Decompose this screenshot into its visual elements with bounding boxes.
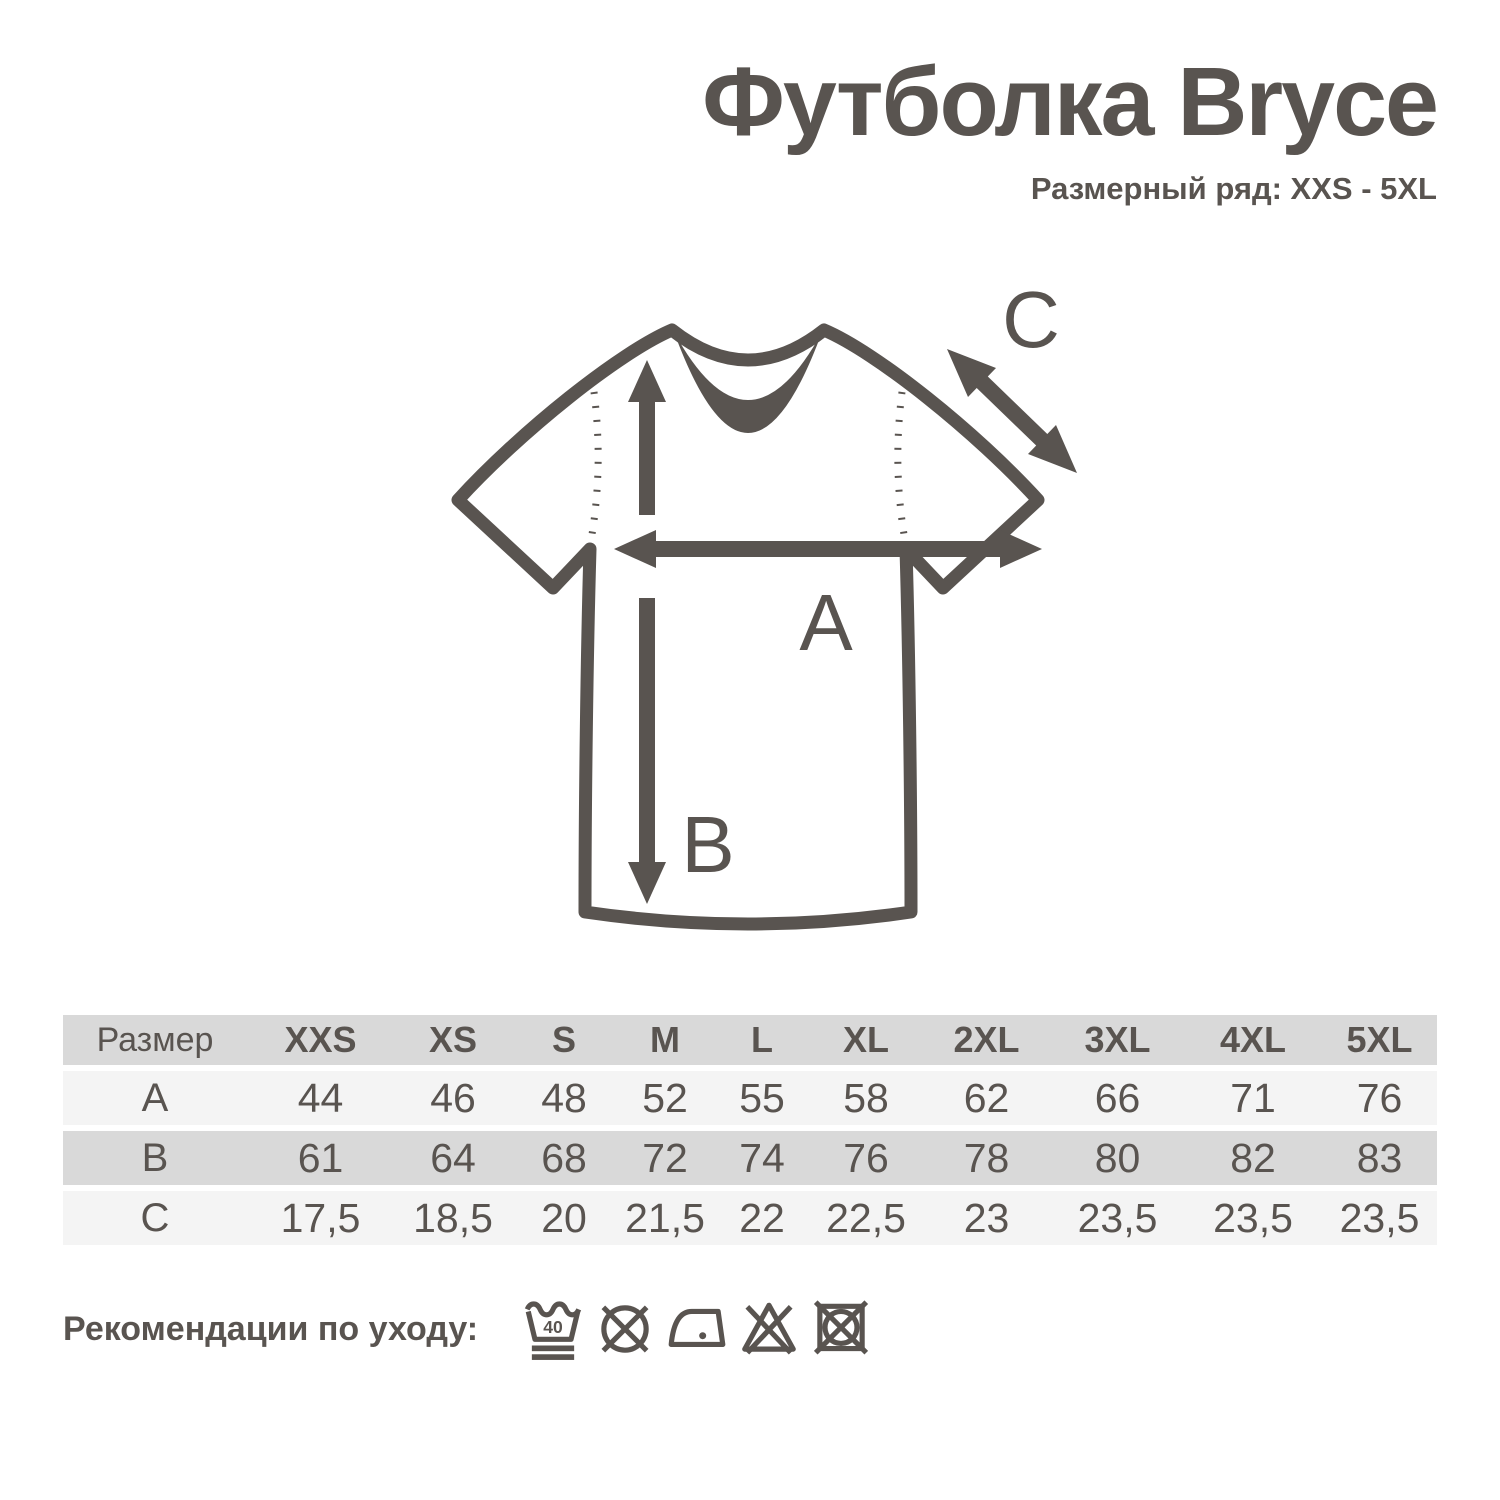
value-cell: 21,5 xyxy=(625,1194,705,1241)
size-header-5xl: 5XL xyxy=(1346,1019,1413,1060)
value-cell: 48 xyxy=(541,1074,587,1121)
size-header-xxs: XXS xyxy=(284,1019,357,1060)
size-header-2xl: 2XL xyxy=(953,1019,1020,1060)
size-header-4xl: 4XL xyxy=(1219,1019,1287,1060)
value-cell: 62 xyxy=(963,1074,1010,1121)
value-cell: 61 xyxy=(297,1134,344,1181)
measure-row-a: A 44 46 48 52 55 58 62 66 71 76 xyxy=(63,1071,1437,1125)
care-section: Рекомендации по уходу: 40 xyxy=(63,1296,870,1362)
value-cell: 23 xyxy=(963,1194,1010,1241)
size-header-l: L xyxy=(751,1019,773,1060)
do-not-dry-clean-icon xyxy=(596,1296,654,1362)
row-label-cell: B xyxy=(141,1135,169,1180)
value-cell: 22,5 xyxy=(826,1194,906,1241)
tshirt-outline xyxy=(451,323,1045,931)
size-header-xs: XS xyxy=(428,1019,478,1060)
size-header-m: M xyxy=(650,1019,680,1060)
value-cell: 80 xyxy=(1094,1134,1141,1181)
value-cell: 76 xyxy=(1356,1074,1403,1121)
size-header-3xl: 3XL xyxy=(1084,1019,1151,1060)
size-table-header-row: Размер XXS XS S M L XL 2XL 3XL 4XL 5XL xyxy=(63,1015,1437,1065)
sleeve-arrow-head-down xyxy=(1028,425,1077,473)
value-cell: 52 xyxy=(642,1074,688,1121)
width-arrow-head-right xyxy=(1000,530,1042,568)
size-range-subtitle: Размерный ряд: XXS - 5XL xyxy=(1030,170,1437,206)
collar-band xyxy=(674,332,822,433)
size-table: Размер XXS XS S M L XL 2XL 3XL 4XL 5XL A… xyxy=(63,1009,1437,1251)
value-cell: 17,5 xyxy=(280,1194,361,1241)
value-cell: 72 xyxy=(642,1134,688,1181)
measure-row-c: C 17,5 18,5 20 21,5 22 22,5 23 23,5 23,5… xyxy=(63,1191,1437,1245)
value-cell: 44 xyxy=(297,1074,344,1121)
value-cell: 58 xyxy=(843,1074,889,1121)
care-label: Рекомендации по уходу: xyxy=(63,1309,479,1348)
value-cell: 82 xyxy=(1230,1134,1276,1181)
length-arrow-head-down xyxy=(628,862,666,904)
value-cell: 66 xyxy=(1094,1074,1141,1121)
value-cell: 76 xyxy=(843,1134,889,1181)
size-header-xl: XL xyxy=(842,1019,889,1060)
value-cell: 46 xyxy=(430,1074,476,1121)
svg-text:40: 40 xyxy=(543,1317,563,1337)
value-cell: 23,5 xyxy=(1213,1194,1293,1241)
size-column-header: Размер xyxy=(96,1020,214,1059)
header: Футболка Bryce Размерный ряд: XXS - 5XL xyxy=(702,47,1439,207)
measure-row-b: B 61 64 68 72 74 76 78 80 82 83 xyxy=(63,1131,1437,1185)
value-cell: 83 xyxy=(1356,1134,1403,1181)
length-measure-label: B xyxy=(681,800,734,889)
length-arrow-head-up xyxy=(628,360,666,402)
value-cell: 23,5 xyxy=(1077,1194,1158,1241)
do-not-bleach-icon xyxy=(740,1296,798,1362)
care-icons: 40 xyxy=(524,1296,870,1362)
tshirt-measurement-diagram: A B C xyxy=(430,280,1130,960)
row-label-cell: C xyxy=(140,1195,170,1240)
value-cell: 20 xyxy=(541,1194,587,1241)
value-cell: 71 xyxy=(1230,1074,1276,1121)
value-cell: 55 xyxy=(739,1074,785,1121)
width-measure-label: A xyxy=(799,578,853,667)
sleeve-measure-label: C xyxy=(1002,280,1060,364)
value-cell: 18,5 xyxy=(413,1194,493,1241)
value-cell: 23,5 xyxy=(1339,1194,1420,1241)
wash-40-mild-icon: 40 xyxy=(524,1296,582,1362)
value-cell: 64 xyxy=(430,1134,476,1181)
value-cell: 78 xyxy=(963,1134,1010,1181)
product-title: Футболка Bryce xyxy=(702,47,1439,156)
value-cell: 68 xyxy=(541,1134,587,1181)
sleeve-arrow-shaft xyxy=(976,376,1048,446)
value-cell: 74 xyxy=(739,1134,785,1181)
value-cell: 22 xyxy=(739,1194,785,1241)
tshirt-diagram-svg: A B C xyxy=(451,280,1077,931)
row-label-cell: A xyxy=(141,1075,169,1120)
width-arrow-head-left xyxy=(614,530,656,568)
sleeve-arrow-head-up xyxy=(947,349,996,397)
do-not-tumble-dry-icon xyxy=(812,1296,870,1362)
size-header-s: S xyxy=(551,1019,576,1060)
iron-low-heat-icon xyxy=(668,1296,726,1362)
